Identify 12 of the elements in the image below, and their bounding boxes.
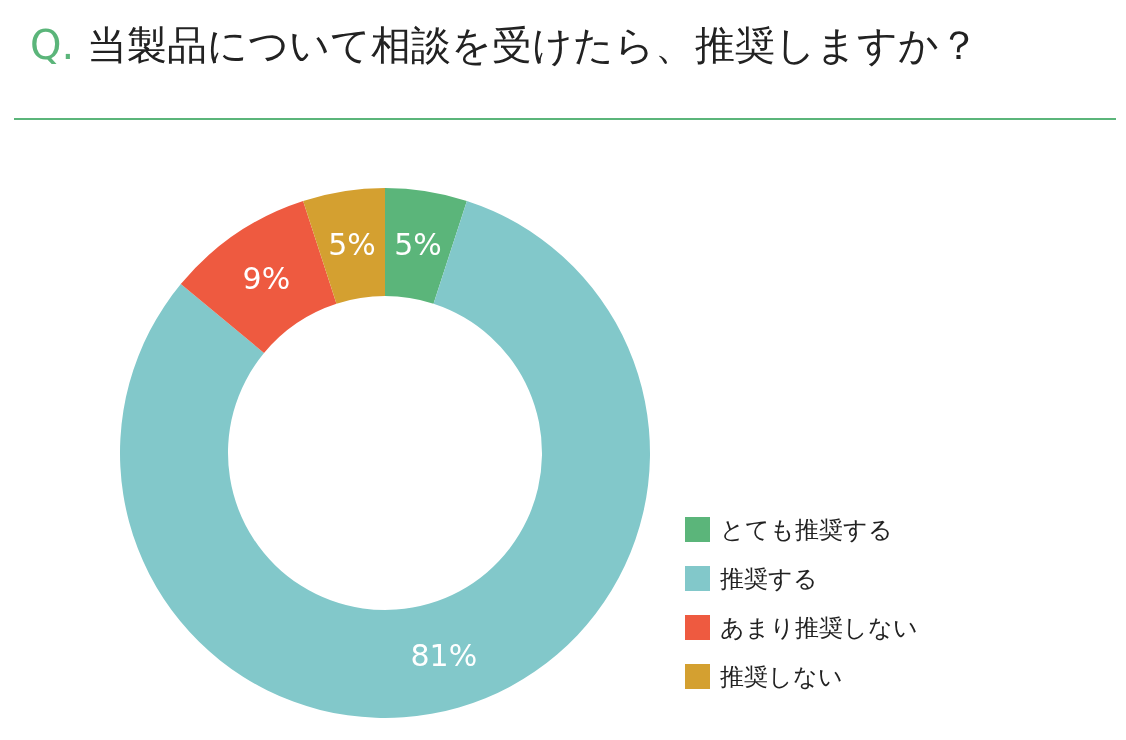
data-label: 5% <box>328 227 376 263</box>
data-label: 5% <box>394 227 442 263</box>
donut-slice <box>120 200 650 718</box>
data-label: 9% <box>242 260 291 296</box>
donut-slice <box>303 188 385 304</box>
legend-label: あまり推奨しない <box>720 612 918 644</box>
chart-title: Q. 当製品について相談を受けたら、推奨しますか？ <box>30 21 979 70</box>
legend-label: 推奨する <box>720 563 818 595</box>
legend-label: 推奨しない <box>720 661 843 693</box>
donut-slice <box>385 188 467 304</box>
legend-label: とても推奨する <box>720 514 893 546</box>
data-label: 81% <box>410 638 478 674</box>
